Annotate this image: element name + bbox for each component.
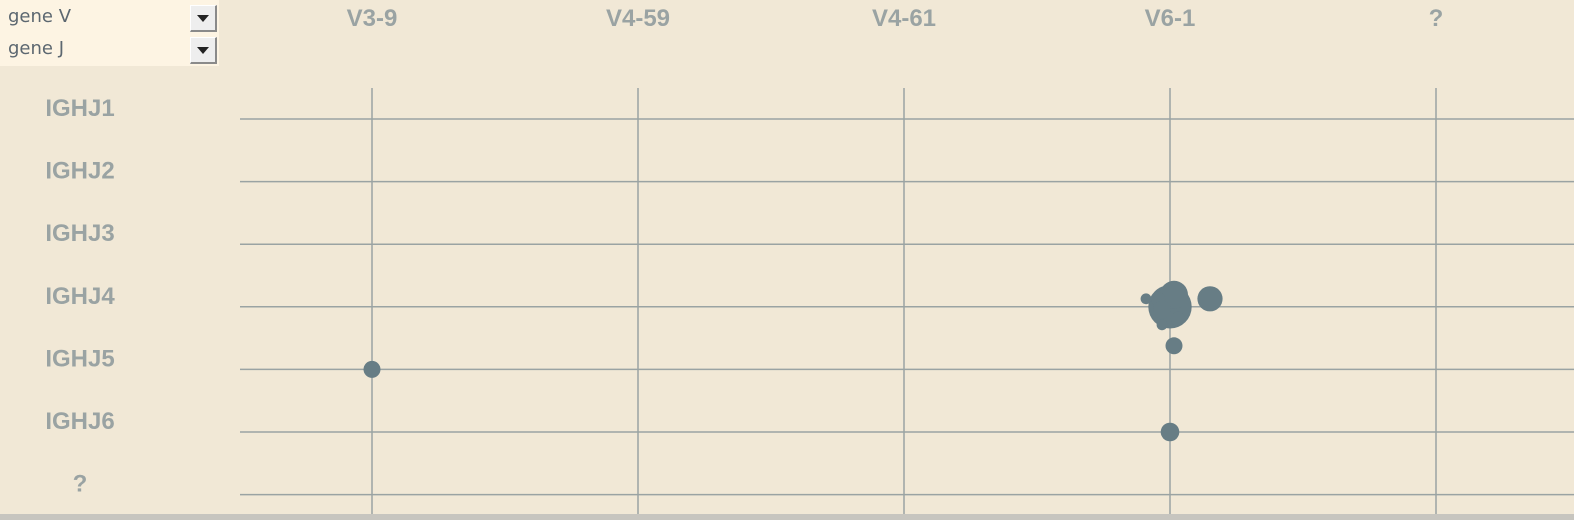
bubble-point[interactable] [1170,311,1186,326]
x-tick-label: V6-1 [1145,5,1196,32]
grid-lines [240,88,1574,514]
chevron-down-icon [197,15,209,22]
y-tick-label: ? [73,471,88,498]
bubble-point[interactable] [1153,300,1171,319]
y-tick-label: IGHJ2 [45,158,114,185]
x-tick-label: V4-59 [606,5,670,32]
bubble-point[interactable] [1156,319,1168,331]
bubbles [363,280,1223,442]
y-tick-label: IGHJ6 [45,408,114,435]
bubble-point[interactable] [1165,337,1183,355]
y-tick-label: IGHJ3 [45,220,114,247]
axis-selectors: gene V gene J [0,0,219,66]
bubble-point[interactable] [363,360,381,378]
bottom-border [0,514,1574,520]
gene-v-dropdown-button[interactable] [190,5,217,32]
x-axis-labels: V3-9 V4-59 V4-61 V6-1? [347,5,1444,32]
gene-v-select-label: gene V [8,6,72,27]
gene-j-select-label: gene J [8,38,65,59]
x-tick-label: V4-61 [872,5,936,32]
y-axis-labels: IGHJ1 IGHJ2 IGHJ3 IGHJ4 IGHJ5 IGHJ6? [45,95,115,498]
chevron-down-icon [197,47,209,54]
x-tick-label: ? [1429,5,1444,32]
bubble-point[interactable] [1160,280,1188,309]
y-tick-label: IGHJ5 [45,345,114,372]
y-tick-label: IGHJ4 [45,283,115,310]
bubble-point[interactable] [1160,422,1180,442]
y-tick-label: IGHJ1 [45,95,114,122]
gene-j-select[interactable]: gene J [0,34,219,65]
gene-j-dropdown-button[interactable] [190,37,217,64]
bubble-point[interactable] [1197,286,1223,312]
gene-v-select[interactable]: gene V [0,2,219,33]
x-tick-label: V3-9 [347,5,398,32]
bubble-point[interactable] [1140,293,1152,305]
